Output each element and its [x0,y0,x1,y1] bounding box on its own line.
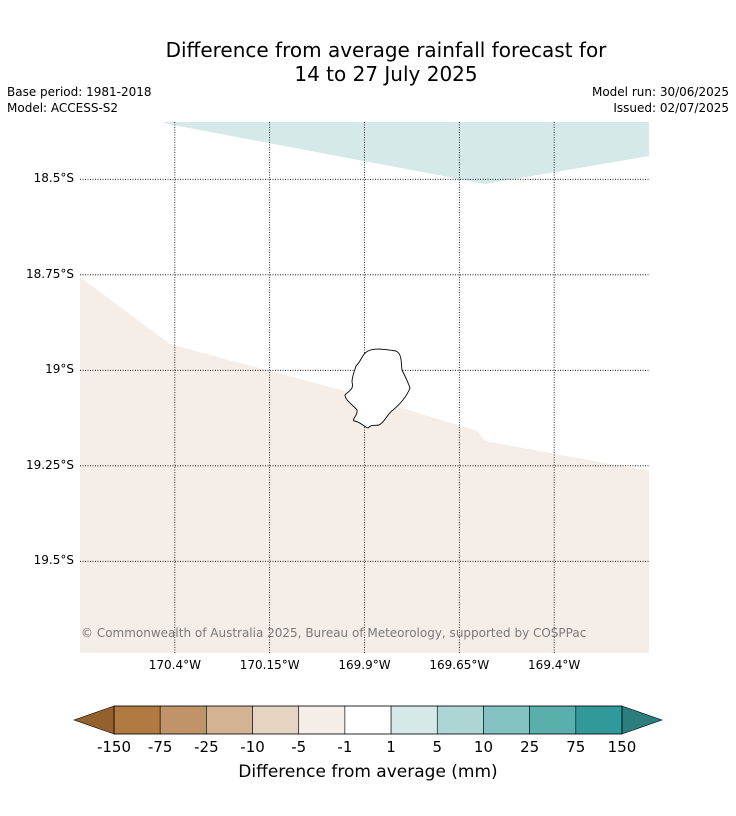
colorbar-cell [252,705,300,735]
latitude-label: 19.25°S [26,457,74,472]
latitude-label: 19°S [45,362,74,377]
island-outline [344,348,411,429]
colorbar-cell [344,705,392,735]
colorbar-tick-label: -5 [291,738,307,756]
colorbar-cell [206,705,253,735]
longitude-label: 170.4°W [148,658,201,672]
colorbar-extend-high [621,705,663,735]
positive-anomaly-region [163,122,649,184]
title-line-2: 14 to 27 July 2025 [294,62,478,86]
colorbar-cell [575,705,623,735]
meta-right: Model run: 30/06/2025 Issued: 02/07/2025 [592,84,729,116]
latitude-label: 18.75°S [26,266,74,281]
colorbar-cell [113,705,161,735]
colorbar-tick-label: -1 [337,738,353,756]
title-line-1: Difference from average rainfall forecas… [165,38,607,62]
colorbar-cell [529,705,577,735]
base-period: Base period: 1981-2018 [7,85,152,99]
colorbar-tick-label: 25 [520,738,540,756]
model-name: Model: ACCESS-S2 [7,101,119,115]
longitude-label: 170.15°W [239,658,300,672]
colorbar-tick-label: 75 [566,738,586,756]
colorbar [73,705,663,735]
colorbar-tick-label: 150 [607,738,637,756]
issued-date: Issued: 02/07/2025 [613,101,729,115]
colorbar-tick-label: -10 [240,738,265,756]
longitude-label: 169.65°W [429,658,490,672]
colorbar-tick-label: -25 [194,738,219,756]
colorbar-tick-label: 5 [432,738,443,756]
colorbar-tick-label: 10 [473,738,493,756]
map-title: Difference from average rainfall forecas… [0,38,736,86]
colorbar-cell [390,705,438,735]
colorbar-cell [436,705,484,735]
colorbar-cell [483,705,530,735]
longitude-label: 169.9°W [338,658,391,672]
colorbar-frame [113,705,623,735]
latitude-label: 19.5°S [33,553,74,568]
colorbar-extend-low [73,705,115,735]
meta-left: Base period: 1981-2018 Model: ACCESS-S2 [7,84,152,116]
longitude-label: 169.4°W [528,658,581,672]
colorbar-cells [113,705,623,735]
latitude-label: 18.5°S [33,171,74,186]
map-panel [80,122,649,653]
colorbar-tick-label: -150 [96,738,132,756]
colorbar-tick-label: -75 [147,738,173,756]
copyright-notice: © Commonwealth of Australia 2025, Bureau… [81,626,587,640]
colorbar-cell [159,705,207,735]
gridlines [80,122,649,653]
colorbar-cell [298,705,346,735]
model-run: Model run: 30/06/2025 [591,85,729,99]
colorbar-tick-label: 1 [386,738,396,756]
colorbar-label: Difference from average (mm) [238,762,498,782]
